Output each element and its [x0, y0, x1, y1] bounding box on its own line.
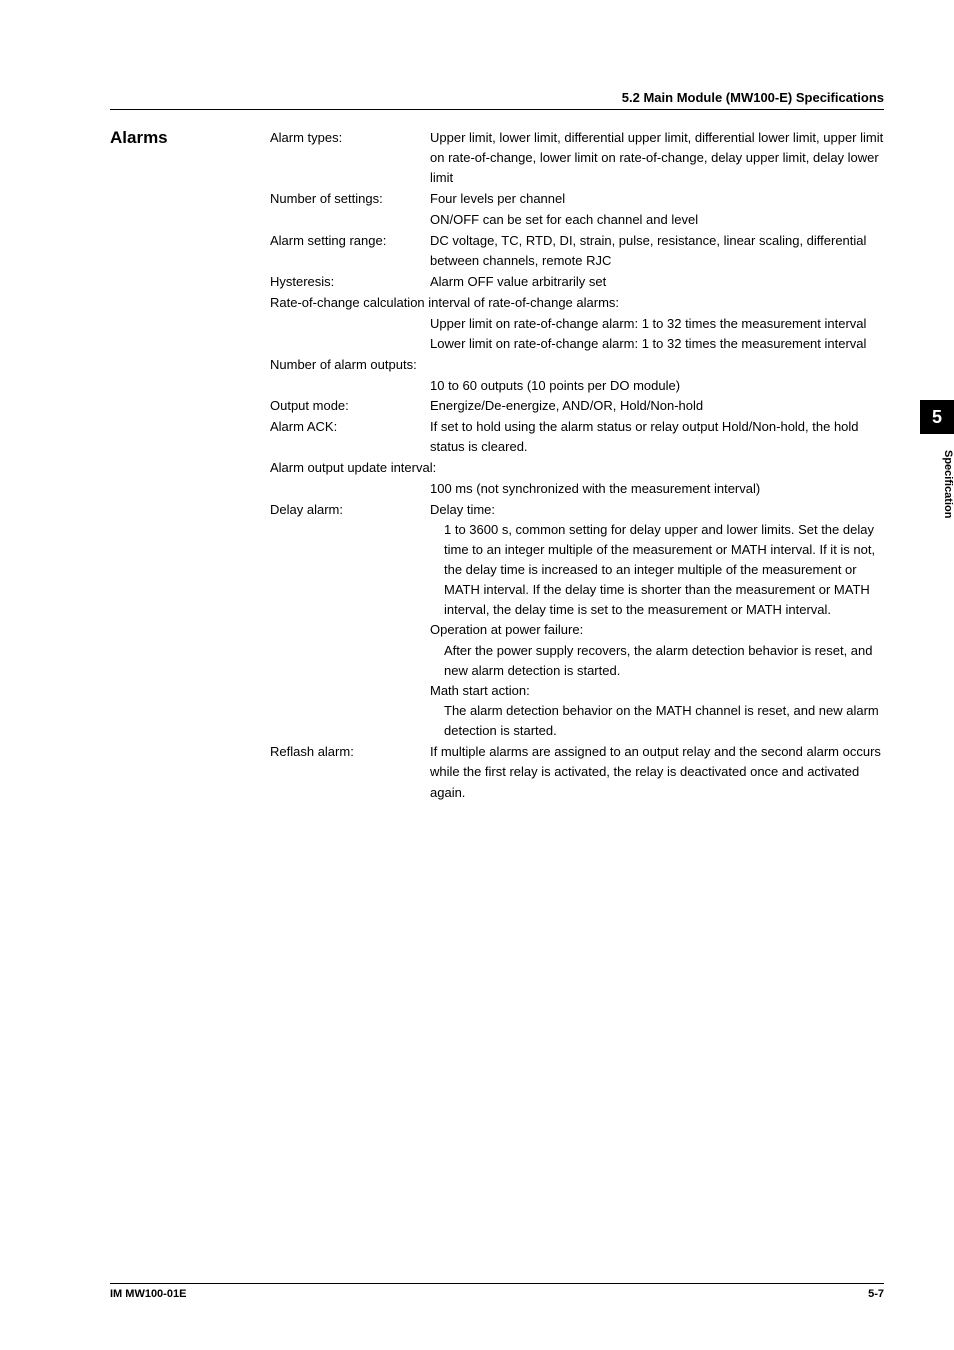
spec-row: Alarm ACK: If set to hold using the alar… [270, 417, 884, 457]
spec-full-label: Rate-of-change calculation interval of r… [270, 293, 884, 313]
section-header-title: 5.2 Main Module (MW100-E) Specifications [110, 90, 884, 105]
op-power-failure-body: After the power supply recovers, the ala… [444, 641, 884, 681]
spec-label: Alarm types: [270, 128, 430, 188]
spec-label: Number of settings: [270, 189, 430, 229]
side-heading-alarms: Alarms [110, 128, 168, 148]
side-tab-chapter-number: 5 [920, 400, 954, 434]
footer-doc-id: IM MW100-01E [110, 1288, 186, 1300]
spec-row: Number of settings: Four levels per chan… [270, 189, 884, 229]
spec-value: Upper limit, lower limit, differential u… [430, 128, 884, 188]
footer-page-number: 5-7 [868, 1288, 884, 1300]
spec-value: If multiple alarms are assigned to an ou… [430, 742, 884, 802]
spec-full-label: Number of alarm outputs: [270, 355, 884, 375]
spec-row: Reflash alarm: If multiple alarms are as… [270, 742, 884, 802]
spec-value: Energize/De-energize, AND/OR, Hold/Non-h… [430, 396, 884, 416]
spec-row: Delay alarm: Delay time: 1 to 3600 s, co… [270, 500, 884, 742]
page-footer: IM MW100-01E 5-7 [110, 1283, 884, 1300]
spec-value: Delay time: 1 to 3600 s, common setting … [430, 500, 884, 742]
spec-value-line: Four levels per channel ON/OFF can be se… [430, 191, 698, 226]
spec-row: Alarm setting range: DC voltage, TC, RTD… [270, 231, 884, 271]
spec-indented-value: 100 ms (not synchronized with the measur… [430, 479, 884, 499]
spec-label: Delay alarm: [270, 500, 430, 742]
math-start-body: The alarm detection behavior on the MATH… [444, 701, 884, 741]
header-rule: 5.2 Main Module (MW100-E) Specifications [110, 90, 884, 110]
spec-label: Hysteresis: [270, 272, 430, 292]
math-start-head: Math start action: [430, 681, 884, 701]
spec-text: Upper limit on rate-of-change alarm: 1 t… [430, 316, 866, 351]
op-power-failure-head: Operation at power failure: [430, 620, 884, 640]
spec-row: Hysteresis: Alarm OFF value arbitrarily … [270, 272, 884, 292]
spec-full-label: Alarm output update interval: [270, 458, 884, 478]
delay-time-body: 1 to 3600 s, common setting for delay up… [444, 520, 884, 621]
spec-value: DC voltage, TC, RTD, DI, strain, pulse, … [430, 231, 884, 271]
spec-indented-value: 10 to 60 outputs (10 points per DO modul… [430, 376, 884, 396]
spec-label: Output mode: [270, 396, 430, 416]
spec-label: Alarm ACK: [270, 417, 430, 457]
side-tab-chapter-label: Specification [920, 444, 954, 518]
spec-label: Reflash alarm: [270, 742, 430, 802]
specs-content: Alarm types: Upper limit, lower limit, d… [270, 128, 884, 803]
spec-indented-value: Upper limit on rate-of-change alarm: 1 t… [430, 314, 884, 354]
spec-value: Four levels per channel ON/OFF can be se… [430, 189, 884, 229]
spec-row: Alarm types: Upper limit, lower limit, d… [270, 128, 884, 188]
spec-row: Output mode: Energize/De-energize, AND/O… [270, 396, 884, 416]
spec-value: If set to hold using the alarm status or… [430, 417, 884, 457]
spec-label: Alarm setting range: [270, 231, 430, 271]
delay-time-head: Delay time: [430, 500, 884, 520]
spec-value: Alarm OFF value arbitrarily set [430, 272, 884, 292]
